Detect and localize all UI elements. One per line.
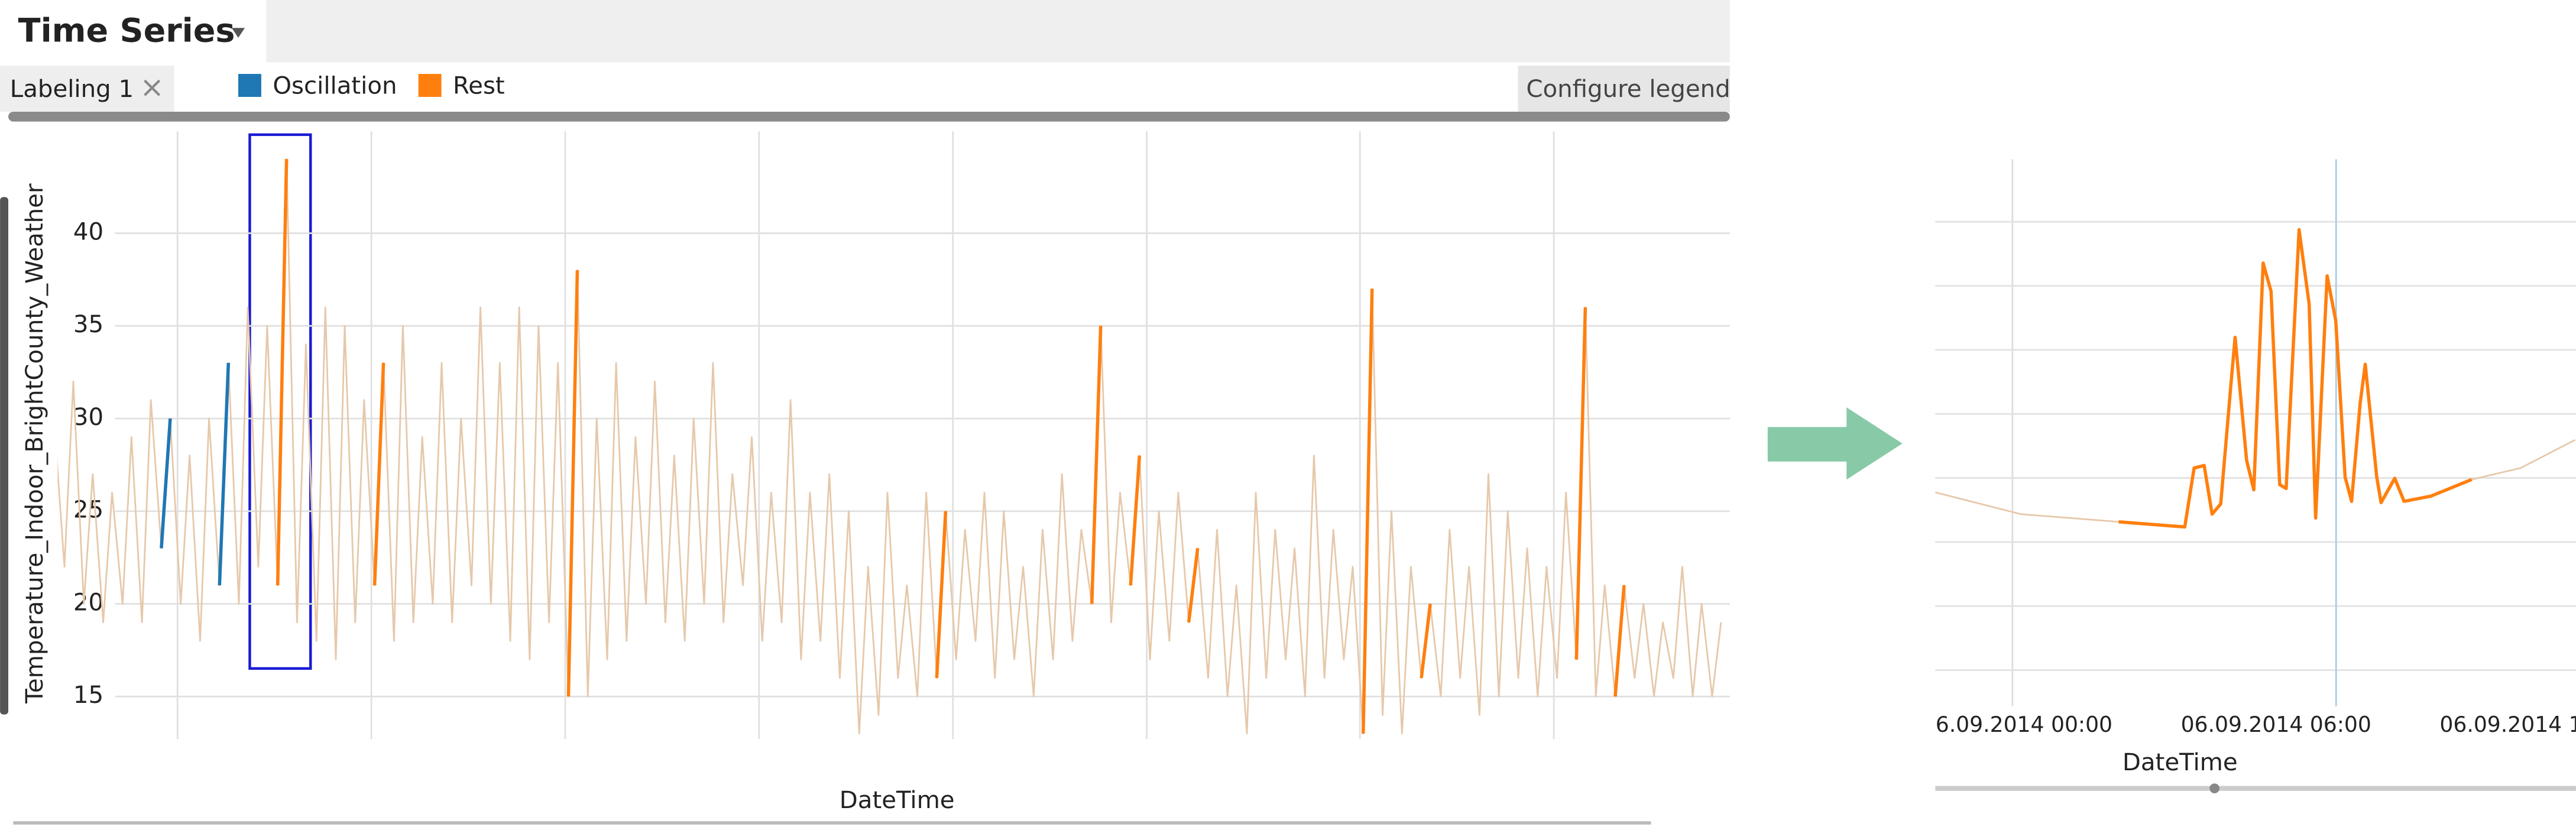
series-line [1935,439,2576,523]
series-line [160,362,231,586]
x-tick-label: 06.09.2014 00:00 [1922,712,2112,737]
x-tick-label: 01.09.2014 [109,745,246,773]
configure-legend-label: Configure legend [1526,76,1730,103]
y-tick-label: 40 [73,218,103,245]
arrow [1767,407,1903,480]
header-bar [0,0,1730,63]
tab[interactable] [0,0,267,63]
y-tick-label: 20 [73,589,103,616]
x-tick-label: 06.09.2014 06:00 [2181,712,2371,737]
labeling-tab-label: Labeling 1 [10,76,134,103]
toolbar [0,62,1730,112]
series-line [2118,228,2473,529]
zoom-scroll-thumb[interactable] [2209,783,2219,794]
x-tick-label: 06.09.2014 12:00 [2439,712,2576,737]
x-tick-label: 21.10.2014 [1078,745,1215,773]
scrollbar[interactable] [0,197,9,715]
legend-label: Rest [453,72,505,99]
close-icon[interactable] [144,79,161,96]
series-line [276,159,1626,734]
x-axis-title: DateTime [840,787,955,814]
x-tick-label: 11.11.2014 [1486,745,1622,773]
legend-swatch [418,74,442,97]
tab-title: Time Series [18,12,235,50]
x-axis-title: DateTime [2123,749,2238,776]
plot-lines [57,158,1722,735]
y-tick-label: 30 [73,404,103,431]
y-axis-title: Temperature_Indoor_BrightCounty_Weather [21,183,48,704]
legend-label: Oscillation [273,72,397,99]
x-ticks: 01.09.2014 11.09.2014 21.09.2014 01.10.2014… [109,745,1622,773]
x-tick-label: 01.10.2014 [691,745,828,773]
y-tick-label: 35 [73,311,103,338]
y-tick-label: 15 [73,682,103,709]
configure-legend-button[interactable] [1518,66,1730,112]
x-tick-label: 21.09.2014 [497,745,634,773]
x-ticks: 06.09.2014 00:00 06.09.2014 06:00 06.09.20… [1922,712,2576,737]
tab-dropdown[interactable] [231,28,245,38]
plot-lines [1935,228,2576,529]
labeling-tab[interactable] [0,66,174,112]
legend-swatch [238,74,261,97]
x-tick-label: 11.10.2014 [884,745,1021,773]
selection-box[interactable] [248,133,312,670]
x-tick-label: 11.09.2014 [303,745,440,773]
series-line [57,158,1722,735]
divider-bar[interactable] [8,111,1730,122]
y-tick-label: 25 [73,497,103,524]
x-tick-label: 01.11.2014 [1292,745,1428,773]
